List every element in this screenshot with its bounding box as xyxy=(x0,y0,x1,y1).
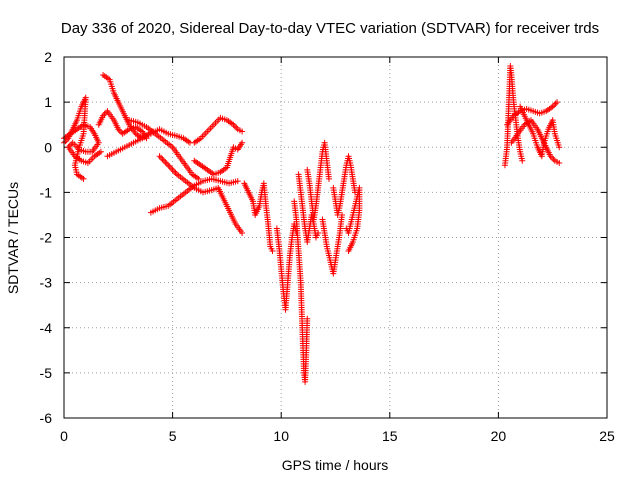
y-tick-label: -6 xyxy=(40,410,53,426)
chart-title: Day 336 of 2020, Sidereal Day-to-day VTE… xyxy=(61,20,599,37)
data-point xyxy=(556,160,563,167)
data-point xyxy=(269,248,276,255)
data-point xyxy=(168,165,175,172)
data-point xyxy=(162,159,169,166)
data-point xyxy=(552,100,559,107)
data-point xyxy=(554,99,561,106)
data-point xyxy=(172,169,179,176)
series-m xyxy=(291,198,311,385)
data-point xyxy=(80,175,87,182)
series-f xyxy=(126,117,202,182)
series-v xyxy=(517,103,563,160)
y-tick-label: -5 xyxy=(40,365,53,381)
x-tick-label: 5 xyxy=(169,428,177,444)
series-c xyxy=(100,72,157,142)
data-point xyxy=(166,163,173,170)
data-point xyxy=(169,166,176,173)
y-tick-label: -4 xyxy=(40,320,53,336)
x-axis-label: GPS time / hours xyxy=(282,457,389,473)
series-e xyxy=(104,126,193,160)
x-tick-label: 20 xyxy=(491,428,507,444)
data-point xyxy=(156,153,163,160)
series-d xyxy=(95,108,150,142)
series-j xyxy=(191,139,246,178)
data-point xyxy=(160,157,167,164)
series-h xyxy=(156,153,246,236)
x-tick-label: 10 xyxy=(273,428,289,444)
y-tick-labels: -6 -5 -4 -3 -2 -1 0 1 2 xyxy=(40,49,53,426)
data-point xyxy=(550,156,557,163)
y-tick-label: -3 xyxy=(40,275,53,291)
series-b xyxy=(61,121,104,167)
data-point xyxy=(519,157,526,164)
axis-ticks xyxy=(63,56,608,419)
data-point xyxy=(231,123,238,130)
x-tick-label: 15 xyxy=(382,428,398,444)
data-point xyxy=(233,124,240,131)
series-r xyxy=(343,184,363,255)
data-point xyxy=(325,175,332,182)
data-point xyxy=(234,178,241,185)
data-point xyxy=(163,160,170,167)
data-point xyxy=(304,315,311,322)
series-i xyxy=(191,114,246,146)
y-axis-label: SDTVAR / TECUs xyxy=(5,182,21,294)
series-g xyxy=(147,175,241,216)
series-l xyxy=(273,220,300,313)
y-tick-label: -2 xyxy=(40,230,53,246)
x-tick-label: 25 xyxy=(599,428,615,444)
y-tick-label: 0 xyxy=(44,139,52,155)
series-o xyxy=(304,139,332,223)
data-point xyxy=(239,139,246,146)
data-point xyxy=(551,102,558,109)
data-point xyxy=(158,154,165,161)
y-tick-label: -1 xyxy=(40,184,53,200)
series-p xyxy=(319,211,346,277)
series-k xyxy=(241,180,276,255)
data-points xyxy=(61,63,563,385)
data-point xyxy=(345,248,352,255)
data-point xyxy=(239,229,246,236)
data-point xyxy=(165,162,172,169)
data-point xyxy=(97,148,104,155)
data-point xyxy=(315,229,322,236)
plot-frame xyxy=(63,56,608,419)
y-tick-label: 2 xyxy=(44,49,52,65)
y-tick-label: 1 xyxy=(44,94,52,110)
data-point xyxy=(159,156,166,163)
data-point xyxy=(171,168,178,175)
data-point xyxy=(556,144,563,151)
x-tick-labels: 0 5 10 15 20 25 xyxy=(60,428,615,444)
series-q xyxy=(330,153,359,218)
series-t xyxy=(504,99,561,128)
x-tick-label: 0 xyxy=(60,428,68,444)
data-point xyxy=(239,128,246,135)
grid-lines xyxy=(64,57,607,418)
